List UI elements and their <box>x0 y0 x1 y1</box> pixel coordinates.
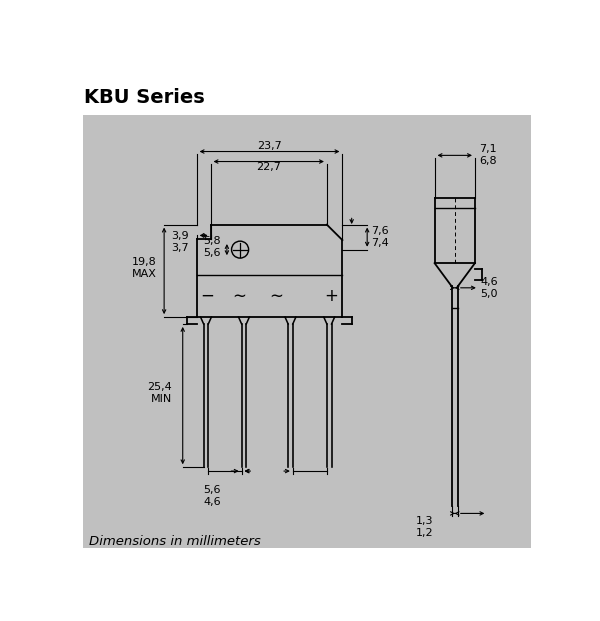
Text: −: − <box>200 287 214 305</box>
Text: 22,7: 22,7 <box>256 162 281 172</box>
Text: ∼: ∼ <box>232 287 246 305</box>
Text: 4,6
5,0: 4,6 5,0 <box>481 277 498 299</box>
Text: 23,7: 23,7 <box>257 141 282 151</box>
Text: 7,6
7,4: 7,6 7,4 <box>371 226 389 248</box>
Text: +: + <box>324 287 338 305</box>
Text: 7,1
6,8: 7,1 6,8 <box>479 144 496 166</box>
Text: KBU Series: KBU Series <box>84 88 205 107</box>
Text: 5,8
5,6: 5,8 5,6 <box>203 237 221 258</box>
Text: 3,9
3,7: 3,9 3,7 <box>171 231 188 253</box>
Text: 1,3
1,2: 1,3 1,2 <box>415 515 433 538</box>
Text: ∼: ∼ <box>269 287 283 305</box>
Text: 5,6
4,6: 5,6 4,6 <box>203 485 221 507</box>
Text: 25,4
MIN: 25,4 MIN <box>147 381 172 404</box>
Text: Dimensions in millimeters: Dimensions in millimeters <box>89 535 260 548</box>
Text: 19,8
MAX: 19,8 MAX <box>131 257 157 279</box>
